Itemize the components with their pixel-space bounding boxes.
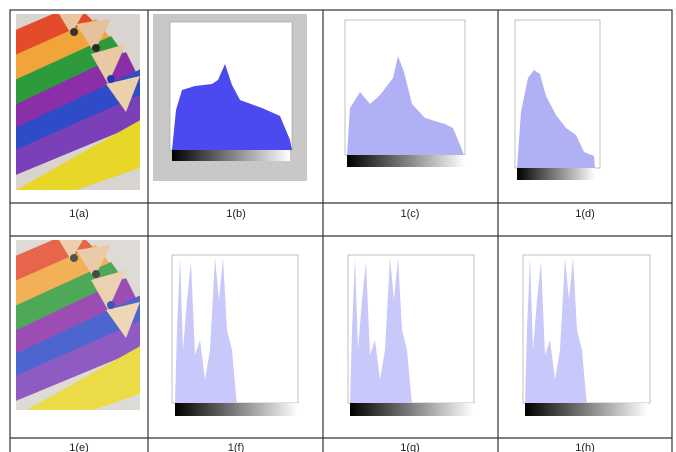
histogram-g	[347, 254, 475, 416]
histogram-d	[514, 19, 601, 180]
caption: 1(e)	[69, 442, 89, 452]
pencil-image-noisy	[16, 240, 140, 410]
caption: 1(h)	[575, 442, 595, 452]
caption: 1(g)	[400, 442, 420, 452]
pencil-image	[16, 14, 140, 190]
caption: 1(d)	[575, 208, 595, 220]
table-border	[9, 9, 673, 452]
histogram-c	[344, 19, 466, 167]
caption: 1(a)	[69, 208, 89, 220]
caption: 1(c)	[401, 208, 420, 220]
caption: 1(f)	[228, 442, 245, 452]
histogram-h	[522, 254, 651, 416]
histogram-b	[153, 14, 307, 181]
caption: 1(b)	[226, 208, 246, 220]
histogram-f	[171, 254, 299, 416]
